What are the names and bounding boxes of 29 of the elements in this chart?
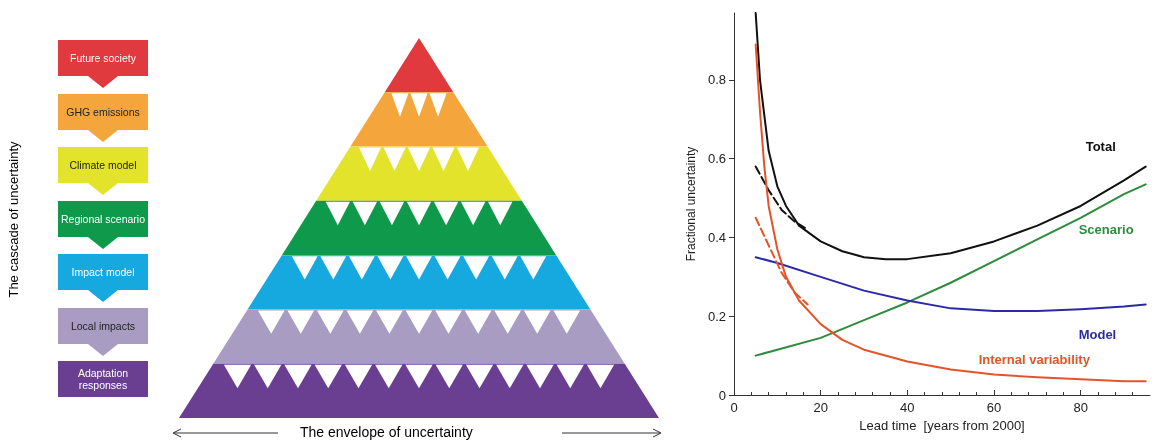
y-tick-label: 0.6 [707, 151, 726, 167]
category-label: Future society [58, 40, 148, 76]
category-label: Regional scenario [58, 200, 148, 237]
line-series [754, 256, 1147, 313]
category-label: GHG emissions [58, 93, 148, 130]
text: Total [1085, 139, 1116, 155]
line-series [754, 12, 1147, 261]
y-tick-label: 0.4 [707, 229, 726, 245]
category-label: Climate model [58, 147, 148, 183]
text: The cascade of uncertainty [5, 140, 21, 300]
y-axis-title: Fractional uncertainty [684, 146, 699, 262]
x-tick-label: 60 [986, 400, 1002, 415]
x-tick-label: 20 [813, 400, 828, 415]
category-label: Impact model [58, 254, 148, 290]
x-tick-label: 0 [730, 400, 738, 415]
y-tick-label: 0.8 [707, 72, 726, 88]
y-tick-label: 0.2 [707, 308, 726, 324]
category-label: Local impacts [58, 307, 148, 344]
line-series [754, 43, 1147, 383]
series-label: Internal variability [978, 351, 1091, 367]
x-tick-label: 80 [1073, 400, 1088, 415]
category-label: Adaptation responses [58, 361, 148, 397]
x-axis-title: Lead time [years from 2000] [859, 417, 1025, 433]
text: The envelope of uncertainty [300, 424, 473, 440]
line-series [754, 183, 1147, 357]
x-tick-label: 40 [900, 400, 915, 415]
series-label: Model [1078, 326, 1117, 342]
y-tick-label: 0 [718, 387, 726, 403]
series-label: Scenario [1078, 221, 1134, 237]
